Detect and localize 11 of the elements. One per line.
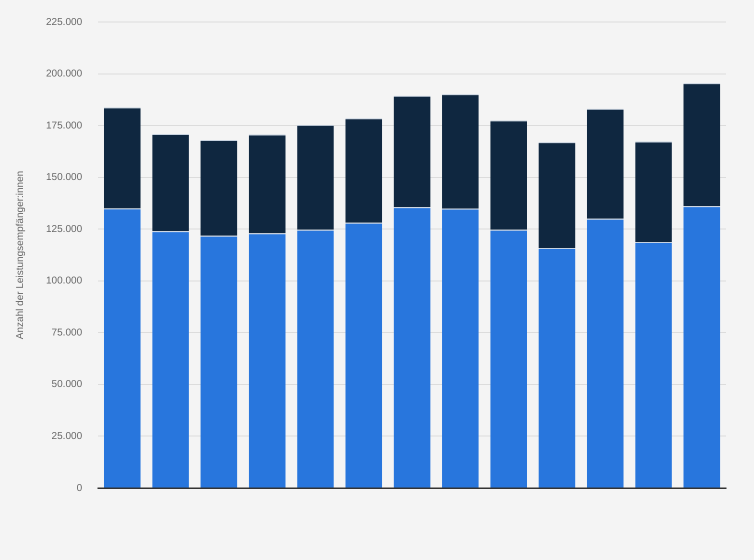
y-tick-label: 100.000 [46, 276, 83, 287]
y-tick-label: 150.000 [46, 172, 83, 184]
y-axis-title: Anzahl der Leistungsempfänger:innen [14, 170, 26, 340]
y-tick-label: 25.000 [52, 430, 83, 442]
y-tick-label: 200.000 [46, 68, 83, 80]
y-tick-label: 175.000 [46, 120, 83, 132]
y-tick-label: 225.000 [46, 16, 83, 28]
y-tick-label: 75.000 [52, 327, 83, 338]
y-tick-label: 125.000 [46, 224, 83, 235]
y-tick-label: 0 [76, 482, 83, 494]
y-tick-label: 50.000 [52, 379, 83, 390]
